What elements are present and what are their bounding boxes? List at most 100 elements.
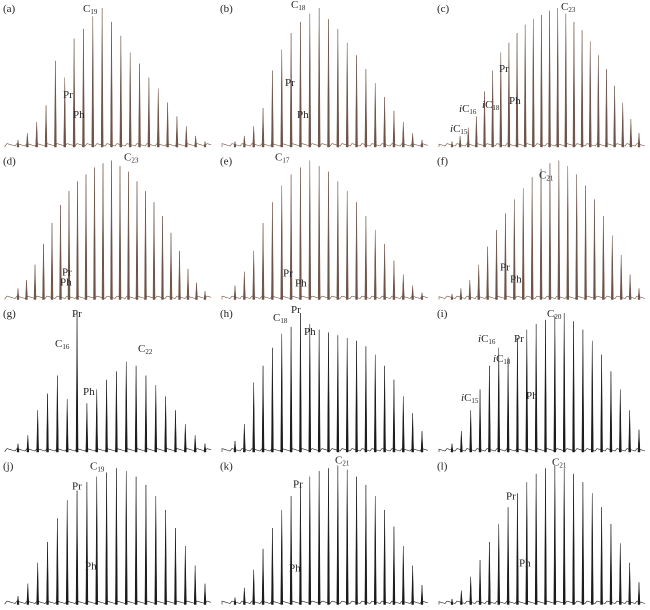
- peak-annotation: Pr: [72, 308, 82, 320]
- peak: [553, 465, 557, 605]
- baseline: [4, 448, 212, 452]
- peak: [178, 250, 181, 300]
- peak: [261, 365, 265, 453]
- peak: [261, 223, 265, 300]
- annotation-base: Pr: [514, 333, 524, 345]
- peak: [233, 440, 237, 453]
- peak: [637, 429, 641, 453]
- annotation-prefix: i: [450, 123, 453, 135]
- peak: [252, 126, 255, 148]
- peak: [590, 493, 594, 605]
- peak: [450, 443, 454, 453]
- peak: [127, 171, 130, 300]
- peak: [590, 340, 594, 453]
- peak: [144, 191, 147, 300]
- peak: [336, 465, 340, 605]
- peak-annotation: Pr: [283, 268, 293, 280]
- peak: [420, 292, 424, 300]
- peak: [459, 288, 463, 300]
- peak-annotation: C16: [55, 338, 70, 351]
- peak: [364, 484, 368, 605]
- peak: [345, 191, 349, 300]
- peak: [506, 507, 510, 605]
- panel-label: (a): [3, 3, 16, 15]
- annotation-sub: 21: [546, 175, 554, 183]
- peak: [125, 361, 128, 453]
- peak: [597, 55, 600, 148]
- peak: [619, 543, 622, 605]
- peak: [308, 324, 312, 453]
- peak: [602, 216, 605, 300]
- peak: [584, 185, 587, 300]
- peak-annotation: Ph: [83, 386, 95, 398]
- peak: [530, 177, 534, 300]
- peak: [593, 199, 596, 300]
- peak: [637, 582, 641, 605]
- peak: [65, 399, 69, 453]
- peak: [460, 590, 463, 605]
- annotation-base: Ph: [304, 326, 316, 338]
- peak: [95, 476, 98, 605]
- peak: [392, 379, 396, 453]
- peak: [63, 77, 67, 148]
- peak: [42, 243, 45, 300]
- peak: [600, 507, 603, 605]
- peak: [289, 496, 293, 605]
- peak: [345, 42, 349, 148]
- peak: [364, 216, 368, 300]
- peak: [355, 340, 358, 453]
- peak-annotation: C17: [275, 152, 290, 165]
- annotation-base: C: [55, 338, 62, 350]
- peak: [110, 160, 113, 300]
- peak-annotation: C21: [552, 457, 567, 470]
- peak: [491, 70, 494, 148]
- peak-annotation: Ph: [509, 95, 521, 107]
- peak: [75, 312, 79, 453]
- peak: [152, 202, 156, 300]
- panel-label: (l): [437, 461, 448, 473]
- peak: [26, 435, 30, 453]
- peak: [203, 443, 207, 453]
- peak: [345, 469, 349, 605]
- peak: [402, 121, 405, 148]
- annotation-base: C: [552, 457, 559, 469]
- peak-annotation: Ph: [510, 274, 522, 286]
- peak: [544, 468, 547, 605]
- peak: [164, 509, 167, 605]
- annotation-prefix: i: [461, 392, 464, 404]
- annotation-sub: 23: [568, 6, 576, 14]
- annotation-base: C: [496, 353, 503, 365]
- peak: [35, 121, 38, 148]
- panel-label: (f): [437, 156, 448, 168]
- peak: [147, 77, 151, 148]
- annotation-sub: 16: [469, 108, 477, 116]
- peak: [364, 69, 368, 148]
- peak: [609, 523, 613, 605]
- annotation-sub: 18: [503, 358, 511, 366]
- peak: [134, 365, 138, 453]
- peak: [105, 379, 108, 453]
- peak: [486, 246, 489, 300]
- peak: [299, 312, 302, 453]
- peak: [271, 70, 274, 148]
- peak: [317, 329, 321, 453]
- peak: [373, 496, 377, 605]
- annotation-base: Ph: [526, 390, 538, 402]
- peak: [91, 16, 95, 148]
- peak: [621, 102, 624, 148]
- peak: [289, 33, 293, 148]
- peak: [317, 166, 321, 300]
- peak-annotation: iC18: [493, 353, 511, 366]
- peak: [499, 52, 503, 148]
- peak: [513, 199, 516, 300]
- peak: [128, 52, 132, 148]
- peak: [637, 288, 641, 300]
- peak: [243, 587, 246, 605]
- peak: [144, 484, 148, 605]
- peak: [383, 243, 386, 300]
- peak: [572, 321, 575, 453]
